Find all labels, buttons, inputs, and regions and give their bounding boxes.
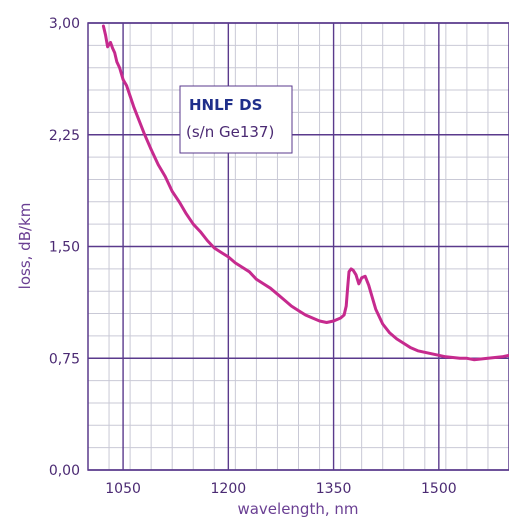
legend-title: HNLF DS: [189, 96, 262, 114]
legend-subtitle: (s/n Ge137): [186, 123, 274, 141]
y-tick-label: 2,25: [49, 128, 80, 144]
plot-frame: [87, 22, 509, 471]
loss-curve: [101, 24, 509, 362]
x-tick-labels: 1050 1200 1350 1500: [105, 481, 456, 497]
x-tick-label: 1500: [421, 481, 457, 497]
legend-frame: [179, 85, 293, 154]
y-axis-title: loss, dB/km: [16, 203, 34, 290]
y-tick-label: 3,00: [49, 16, 80, 32]
x-tick-label: 1200: [211, 481, 247, 497]
x-axis-title: wavelength, nm: [237, 500, 358, 518]
y-tick-label: 1,50: [49, 240, 80, 256]
y-tick-label: 0,75: [49, 351, 80, 367]
y-tick-labels: 0,00 0,75 1,50 2,25 3,00: [49, 16, 80, 479]
y-tick-label: 0,00: [49, 463, 80, 479]
x-tick-label: 1350: [316, 481, 352, 497]
x-tick-label: 1050: [105, 481, 141, 497]
legend-box: HNLF DS (s/n Ge137): [179, 85, 293, 154]
